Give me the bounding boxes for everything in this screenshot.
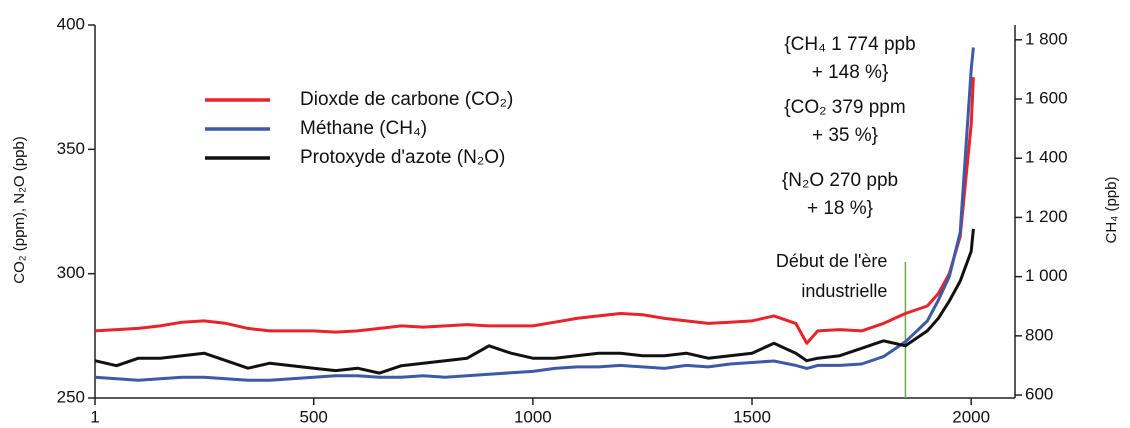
y-tick-label: 300 (57, 263, 85, 282)
x-tick-label: 500 (300, 407, 328, 426)
y2-tick-label: 600 (1025, 385, 1053, 404)
series-line (94, 77, 975, 345)
y2-tick-label: 1 800 (1025, 29, 1068, 48)
annotation: {CO₂ 379 ppm (784, 97, 905, 118)
x-tick-label: 2000 (952, 407, 990, 426)
x-tick-label: 1 (90, 407, 99, 426)
marker-label: Début de l'ère (776, 251, 888, 271)
y2-tick-label: 800 (1025, 325, 1053, 344)
y-tick-label: 400 (57, 14, 85, 33)
y-tick-label: 250 (57, 387, 85, 406)
legend-label: Protoxyde d'azote (N₂O) (300, 147, 505, 168)
annotation: + 35 %} (812, 125, 878, 146)
series-line (94, 228, 975, 375)
legend-label: Méthane (CH₄) (300, 118, 427, 139)
y2-tick-label: 1 000 (1025, 266, 1068, 285)
x-tick-label: 1500 (733, 407, 771, 426)
y-tick-label: 350 (57, 139, 85, 158)
x-tick-label: 1000 (514, 407, 552, 426)
annotation: {CH₄ 1 774 ppb (784, 34, 915, 55)
legend-label: Dioxde de carbone (CO₂) (300, 89, 513, 110)
marker-label: industrielle (801, 281, 887, 301)
annotation: + 148 %} (812, 62, 889, 83)
annotation: {N₂O 270 ppb (782, 170, 898, 191)
y2-axis-label: CH₄ (ppb) (1103, 177, 1120, 244)
annotation: + 18 %} (807, 198, 873, 219)
y-axis-label: CO₂ (ppm), N₂O (ppb) (11, 136, 28, 284)
y2-tick-label: 1 400 (1025, 148, 1068, 167)
y2-tick-label: 1 200 (1025, 207, 1068, 226)
series-line (94, 47, 975, 382)
y2-tick-label: 1 600 (1025, 88, 1068, 107)
